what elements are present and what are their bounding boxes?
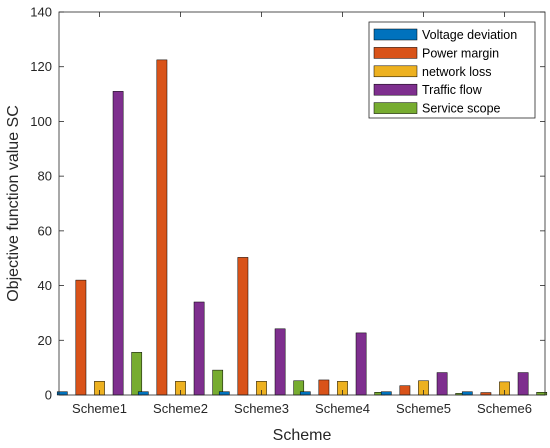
y-tick-label: 100 [30, 114, 52, 129]
legend-swatch [373, 65, 418, 78]
legend-swatch [373, 47, 418, 59]
bar-Scheme1-power-margin [75, 279, 87, 396]
y-axis-title: Objective function value SC [5, 105, 22, 302]
y-tick-label: 60 [38, 223, 52, 238]
bar-Scheme4-voltage-deviation [299, 391, 311, 396]
axes-layer: 0 20 40 60 80 100 120 140 Scheme1 Scheme2 Scheme3 S… [30, 5, 546, 416]
y-tick-label: 0 [45, 388, 52, 403]
bar-Scheme2-voltage-deviation [137, 391, 149, 396]
x-tick-label: Scheme5 [396, 401, 451, 416]
legend: Voltage deviation Power margin network los… [368, 21, 536, 119]
bar-Scheme3-power-margin [237, 257, 249, 396]
legend-label: Service scope [422, 102, 501, 116]
x-axis-title: Scheme [273, 427, 332, 444]
x-tick-label: Scheme3 [234, 401, 289, 416]
legend-swatch [373, 102, 418, 114]
bar-Scheme5-traffic-flow [436, 372, 448, 396]
bar-Scheme5-power-margin [399, 385, 411, 396]
bar-Scheme5-voltage-deviation [380, 391, 392, 396]
legend-label: network loss [422, 65, 491, 79]
bar-Scheme4-traffic-flow [355, 332, 367, 396]
legend-label: Traffic flow [422, 83, 483, 97]
bar-Scheme6-traffic-flow [517, 372, 529, 396]
x-tick-label: Scheme6 [477, 401, 532, 416]
bar-Scheme2-power-margin [156, 59, 168, 396]
bars-layer [56, 59, 548, 396]
legend-swatch [373, 83, 418, 96]
y-tick-label: 120 [30, 59, 52, 74]
y-tick-label: 80 [38, 169, 52, 184]
bar-Scheme4-power-margin [318, 379, 330, 396]
bar-Scheme3-traffic-flow [274, 328, 286, 396]
y-tick-label: 140 [30, 5, 52, 20]
bar-Scheme2-service-scope [212, 369, 224, 396]
bar-Scheme1-service-scope [131, 352, 143, 396]
x-tick-label: Scheme4 [315, 401, 370, 416]
y-tick-label: 40 [38, 278, 52, 293]
bar-Scheme3-voltage-deviation [218, 391, 230, 396]
bar-Scheme6-voltage-deviation [461, 391, 473, 396]
legend-swatch [373, 28, 418, 41]
x-tick-label: Scheme2 [153, 401, 208, 416]
legend-label: Power margin [422, 46, 499, 60]
y-tick-label: 20 [38, 333, 52, 348]
bar-Scheme1-traffic-flow [112, 91, 124, 396]
legend-label: Voltage deviation [422, 28, 517, 42]
bar-Scheme2-traffic-flow [193, 301, 205, 396]
plot-frame [58, 11, 546, 396]
x-tick-label: Scheme1 [72, 401, 127, 416]
